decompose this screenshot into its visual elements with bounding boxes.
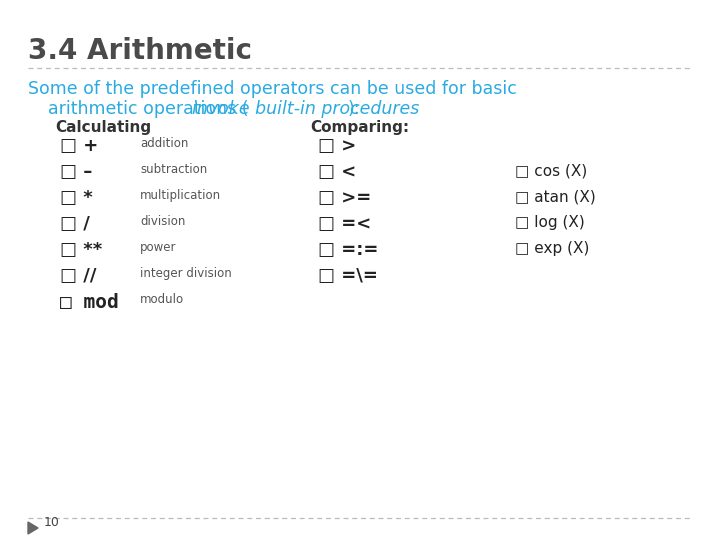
Text: multiplication: multiplication [140,189,221,202]
Text: □ log (X): □ log (X) [515,215,585,230]
Text: invoke built-in procedures: invoke built-in procedures [192,100,419,118]
Text: addition: addition [140,137,189,150]
Text: □ mod: □ mod [60,293,119,312]
Text: Calculating: Calculating [55,120,151,135]
Text: arithmetic operations (: arithmetic operations ( [48,100,248,118]
Text: ):: ): [348,100,361,118]
Text: □ =<: □ =< [318,215,372,233]
Text: □ >: □ > [318,137,356,155]
Text: □ +: □ + [60,137,98,155]
Text: □ /: □ / [60,215,90,233]
Text: Some of the predefined operators can be used for basic: Some of the predefined operators can be … [28,80,517,98]
Text: □ **: □ ** [60,241,102,259]
Text: 10: 10 [44,516,60,529]
Text: □ –: □ – [60,163,92,181]
Text: □ exp (X): □ exp (X) [515,241,590,256]
Text: Comparing:: Comparing: [310,120,409,135]
Text: □ =:=: □ =:= [318,241,379,259]
Text: □ cos (X): □ cos (X) [515,163,588,178]
Text: modulo: modulo [140,293,184,306]
Text: □ //: □ // [60,267,96,285]
Text: subtraction: subtraction [140,163,207,176]
Polygon shape [28,522,38,534]
Text: □ >=: □ >= [318,189,372,207]
Text: integer division: integer division [140,267,232,280]
Text: 3.4 Arithmetic: 3.4 Arithmetic [28,37,252,65]
Text: □ =\=: □ =\= [318,267,378,285]
Text: □ atan (X): □ atan (X) [515,189,595,204]
Text: □ <: □ < [318,163,356,181]
Text: power: power [140,241,176,254]
Text: division: division [140,215,185,228]
Text: □ *: □ * [60,189,93,207]
